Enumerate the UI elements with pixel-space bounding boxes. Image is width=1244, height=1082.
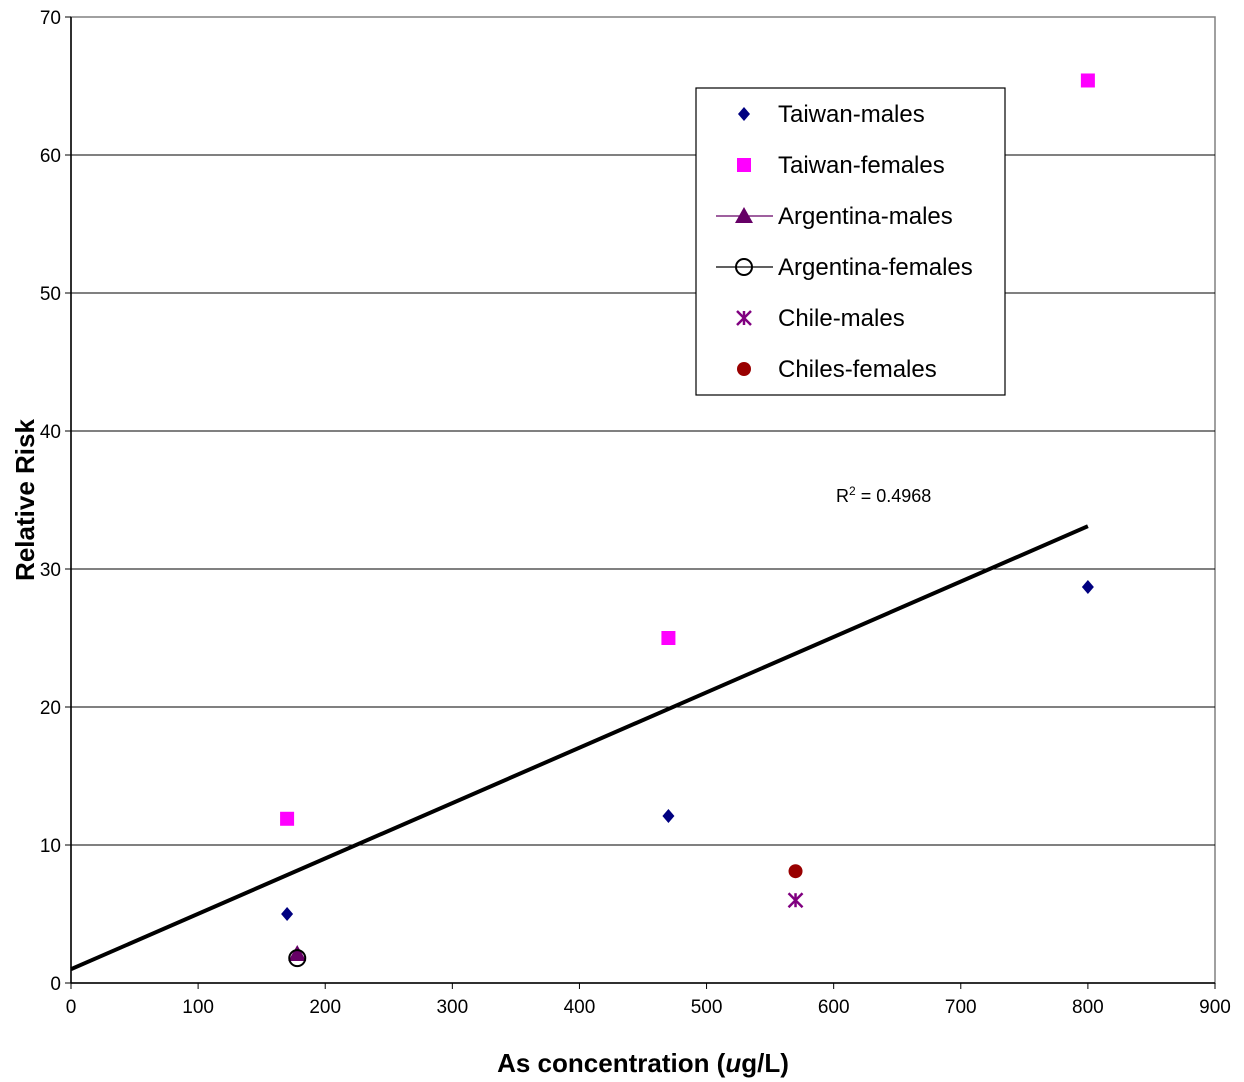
r-squared-r: R	[836, 486, 849, 506]
legend-marker	[737, 158, 751, 172]
legend-marker	[736, 310, 752, 326]
data-point-taiwan-females	[661, 631, 676, 645]
y-axis-title: Relative Risk	[10, 419, 40, 581]
x-tick-label: 300	[436, 997, 468, 1018]
y-tick-label: 60	[40, 146, 61, 167]
legend-marker	[735, 258, 753, 276]
x-axis-title-italic: u	[725, 1048, 741, 1078]
x-axis-title-part: As concentration (	[497, 1048, 726, 1078]
y-tick-label: 30	[40, 560, 61, 581]
x-tick-label: 200	[309, 997, 341, 1018]
legend-box	[695, 87, 1006, 396]
legend-marker	[737, 362, 751, 376]
x-tick-label: 100	[182, 997, 214, 1018]
x-tick-label: 400	[564, 997, 596, 1018]
data-point-taiwan-males	[662, 809, 675, 824]
legend-item: Argentina-males	[716, 203, 953, 230]
r-squared-label: R2 = 0.4968	[836, 484, 931, 506]
legend-marker	[735, 207, 753, 223]
data-point-chiles-females	[788, 864, 803, 879]
x-tick-label: 0	[66, 997, 77, 1018]
x-axis-title: As concentration (ug/L)	[497, 1048, 789, 1078]
y-tick-label: 10	[40, 836, 61, 857]
legend-item: Chile-males	[736, 305, 905, 332]
legend-label: Taiwan-males	[778, 101, 925, 128]
r-squared-exponent: 2	[849, 484, 856, 498]
x-tick-label: 700	[945, 997, 977, 1018]
legend-label: Argentina-females	[778, 254, 973, 281]
legend-label: Argentina-males	[778, 203, 953, 230]
trendline	[70, 524, 1089, 972]
legend-item: Chiles-females	[737, 356, 937, 383]
data-point-chile-males	[787, 892, 804, 909]
data-point-taiwan-males	[281, 907, 294, 921]
x-tick-label: 500	[691, 997, 723, 1018]
legend: Taiwan-males Taiwan-females Argentina-male…	[695, 87, 1006, 396]
data-point-taiwan-males	[1081, 579, 1094, 594]
x-tick-label: 600	[818, 997, 850, 1018]
data-point-argentina-males	[288, 945, 307, 962]
r-squared-value: = 0.4968	[856, 486, 932, 506]
y-tick-label: 70	[40, 8, 61, 29]
y-tick-label: 0	[50, 974, 61, 995]
x-axis-title-part: g/L)	[741, 1048, 789, 1078]
y-tick-label: 40	[40, 422, 61, 443]
y-tick-label: 20	[40, 698, 61, 719]
data-point-taiwan-females	[1080, 73, 1095, 88]
legend-label: Taiwan-females	[778, 152, 945, 179]
legend-item: Taiwan-females	[737, 152, 945, 179]
legend-marker	[738, 107, 750, 121]
y-tick-label: 50	[40, 284, 61, 305]
plot-area	[70, 16, 1216, 984]
legend-label: Chile-males	[778, 305, 905, 332]
legend-item: Argentina-females	[716, 254, 973, 281]
data-point-taiwan-females	[280, 811, 295, 826]
x-tick-label: 800	[1072, 997, 1104, 1018]
legend-label: Chiles-females	[778, 356, 937, 383]
x-tick-label: 900	[1199, 997, 1231, 1018]
legend-item: Taiwan-males	[738, 101, 925, 128]
data-point-argentina-females	[288, 949, 307, 968]
